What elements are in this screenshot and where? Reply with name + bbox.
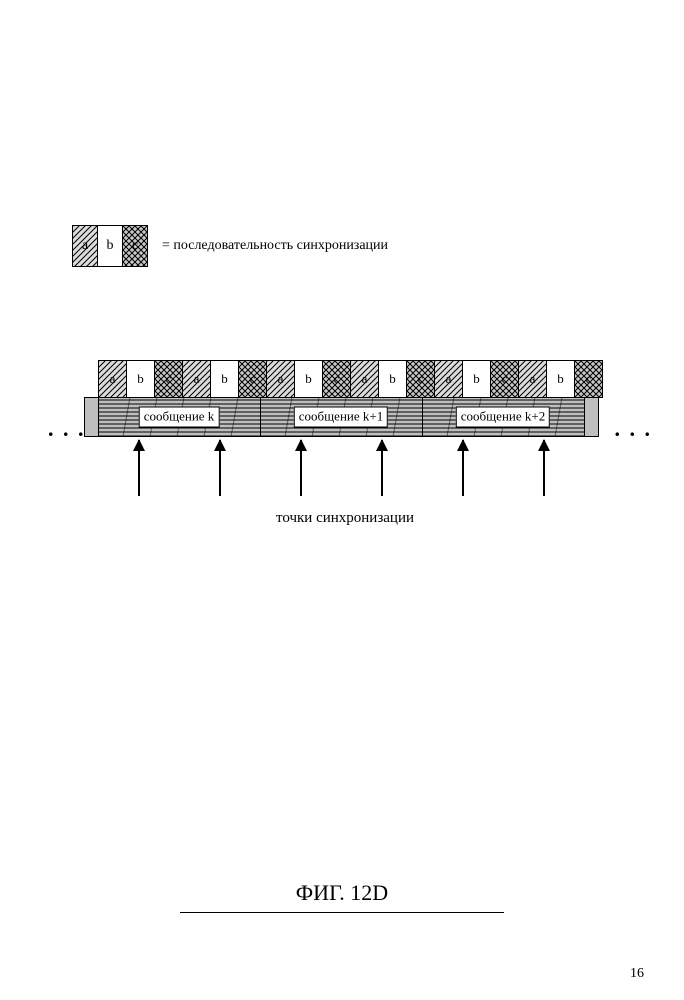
- ellipsis-right: . . .: [615, 416, 653, 442]
- message-segment: сообщение k: [99, 398, 261, 436]
- sync-arrow: [381, 440, 383, 496]
- legend-cell-c: c: [123, 226, 147, 266]
- legend-text: = последовательность синхронизации: [162, 238, 388, 254]
- sync-cell: b: [463, 361, 491, 397]
- ellipsis-left: . . .: [48, 416, 86, 442]
- sync-arrow: [300, 440, 302, 496]
- sync-arrow: [219, 440, 221, 496]
- legend-cell-b: b: [98, 226, 123, 266]
- sync-cell: a: [351, 361, 379, 397]
- message-row: сообщение k сообщение k+1 сообщение k+2: [84, 397, 599, 437]
- figure-caption-rule: [180, 912, 504, 913]
- message-label: сообщение k+1: [294, 407, 388, 428]
- message-segment: сообщение k+1: [261, 398, 423, 436]
- sync-arrow: [138, 440, 140, 496]
- sync-cell: b: [211, 361, 239, 397]
- figure-caption: ФИГ. 12D: [0, 880, 684, 906]
- sync-arrow: [543, 440, 545, 496]
- sync-cell: c: [491, 361, 519, 397]
- sync-sequence-row: abcabcabcabcabcabc: [98, 360, 603, 398]
- sync-cell: b: [379, 361, 407, 397]
- message-segment: сообщение k+2: [423, 398, 585, 436]
- legend-sequence: abc: [72, 225, 148, 267]
- message-label: сообщение k: [139, 407, 220, 428]
- sync-cell: a: [99, 361, 127, 397]
- sync-cell: b: [127, 361, 155, 397]
- message-tail-stub: [585, 398, 599, 436]
- sync-cell: b: [295, 361, 323, 397]
- sync-cell: a: [519, 361, 547, 397]
- legend: abc = последовательность синхронизации: [72, 225, 388, 267]
- page: abc = последовательность синхронизации .…: [0, 0, 684, 1000]
- sync-cell: c: [155, 361, 183, 397]
- sync-cell: c: [323, 361, 351, 397]
- sync-cell: c: [407, 361, 435, 397]
- sync-cell: b: [547, 361, 575, 397]
- sync-cell: c: [575, 361, 602, 397]
- message-label: сообщение k+2: [456, 407, 550, 428]
- sync-cell: a: [267, 361, 295, 397]
- message-lead-stub: [85, 398, 99, 436]
- sync-arrow: [462, 440, 464, 496]
- page-number: 16: [630, 966, 644, 982]
- sync-cell: a: [435, 361, 463, 397]
- sync-arrows-caption: точки синхронизации: [50, 510, 640, 527]
- sync-cell: c: [239, 361, 267, 397]
- legend-cell-a: a: [73, 226, 98, 266]
- sync-cell: a: [183, 361, 211, 397]
